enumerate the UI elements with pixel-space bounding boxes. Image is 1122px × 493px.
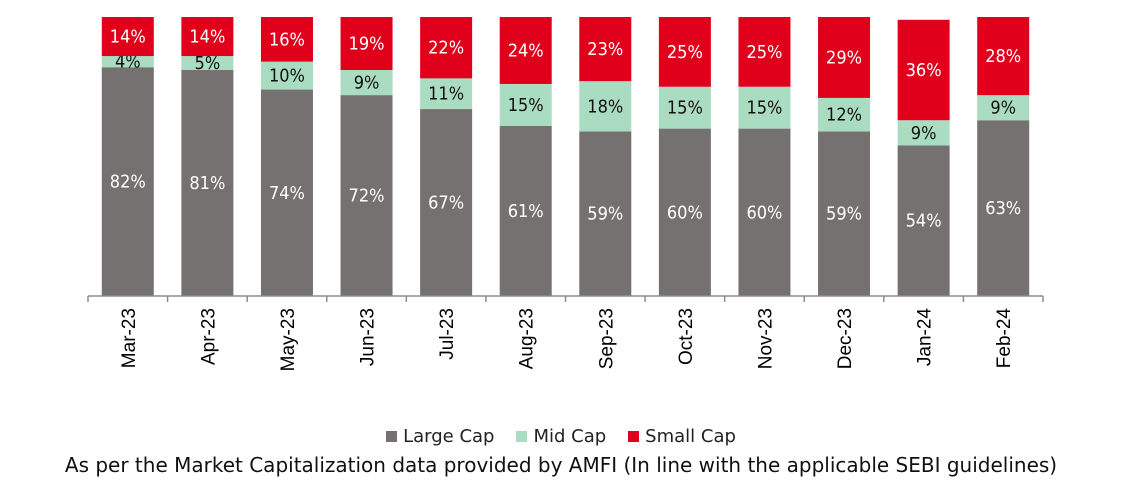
legend-label-small-cap: Small Cap (645, 425, 736, 447)
bar-large-cap (181, 70, 234, 296)
data-label-mid-cap: 5% (195, 53, 221, 74)
bar-large-cap (260, 89, 313, 296)
chart-legend: Large Cap Mid Cap Small Cap (0, 423, 1122, 449)
bar-small-cap (340, 17, 393, 71)
bar-mid-cap (579, 81, 632, 132)
footnote: As per the Market Capitalization data pr… (64, 453, 1058, 477)
data-label-small-cap: 36% (906, 60, 942, 81)
bar-mid-cap (658, 86, 711, 129)
data-label-small-cap: 14% (189, 27, 225, 48)
bar-mid-cap (499, 83, 552, 126)
bar-large-cap (499, 125, 552, 296)
data-label-mid-cap: 12% (826, 105, 862, 126)
x-tick-label: Jul-23 (437, 308, 458, 360)
bar-mid-cap (977, 95, 1030, 121)
data-label-mid-cap: 9% (354, 73, 380, 94)
data-label-mid-cap: 10% (269, 66, 305, 87)
data-label-small-cap: 22% (428, 38, 464, 59)
x-tick-label: Jun-23 (358, 308, 379, 366)
bar-small-cap (658, 17, 711, 87)
bar-large-cap (818, 131, 871, 296)
bar-mid-cap (260, 61, 313, 90)
data-label-small-cap: 25% (667, 42, 703, 63)
data-label-large-cap: 63% (985, 198, 1021, 219)
stacked-bar-chart: 82% 4% 14% Mar-23 81% 5% 14% Apr-23 74% 10% 16% May… (87, 17, 1044, 371)
data-label-mid-cap: 15% (667, 98, 703, 119)
bar-small-cap (420, 17, 473, 79)
legend-item-small-cap: Small Cap (628, 426, 736, 447)
bar-mid-cap (897, 120, 950, 146)
data-label-small-cap: 23% (587, 39, 623, 60)
data-label-large-cap: 81% (189, 173, 225, 194)
data-label-large-cap: 61% (508, 201, 544, 222)
data-label-mid-cap: 9% (990, 98, 1016, 119)
bar-small-cap (181, 17, 234, 57)
data-label-small-cap: 28% (985, 46, 1021, 67)
data-label-mid-cap: 11% (428, 84, 464, 105)
bar-large-cap (420, 109, 473, 296)
bar-small-cap (897, 19, 950, 121)
bar-large-cap (579, 131, 632, 296)
bar-mid-cap (340, 70, 393, 96)
data-label-small-cap: 19% (349, 34, 385, 55)
data-label-large-cap: 72% (349, 186, 385, 207)
x-tick-label: Feb-24 (994, 308, 1015, 369)
bar-small-cap (260, 17, 313, 62)
data-label-mid-cap: 9% (911, 123, 937, 144)
bar-small-cap (738, 17, 791, 87)
bar-mid-cap (420, 78, 473, 110)
bar-mid-cap (818, 97, 871, 132)
data-label-large-cap: 67% (428, 193, 464, 214)
legend-swatch-mid-cap (516, 430, 528, 442)
bar-small-cap (818, 17, 871, 98)
data-label-large-cap: 59% (826, 204, 862, 225)
data-label-large-cap: 74% (269, 183, 305, 204)
data-label-large-cap: 60% (667, 202, 703, 223)
data-label-small-cap: 14% (110, 27, 146, 48)
legend-label-large-cap: Large Cap (403, 425, 495, 447)
bar-large-cap (738, 128, 791, 296)
data-label-mid-cap: 4% (115, 52, 141, 73)
x-tick-label: Nov-23 (755, 308, 776, 369)
legend-label-mid-cap: Mid Cap (533, 425, 607, 447)
bar-mid-cap (181, 56, 234, 71)
legend-swatch-small-cap (628, 430, 640, 442)
data-label-small-cap: 29% (826, 47, 862, 68)
data-label-mid-cap: 18% (587, 96, 623, 117)
x-tick-label: Aug-23 (517, 308, 538, 369)
legend-item-mid-cap: Mid Cap (516, 426, 606, 447)
data-label-large-cap: 60% (746, 202, 782, 223)
x-tick-label: May-23 (278, 308, 299, 371)
bar-small-cap (579, 17, 632, 82)
bar-small-cap (499, 17, 552, 84)
bar-large-cap (897, 145, 950, 296)
x-tick-label: Mar-23 (119, 308, 140, 368)
bar-mid-cap (101, 56, 154, 68)
bar-large-cap (658, 128, 711, 296)
bar-small-cap (101, 17, 154, 57)
x-tick-label: Jan-24 (915, 308, 936, 367)
data-label-mid-cap: 15% (508, 95, 544, 116)
bar-large-cap (977, 120, 1030, 296)
data-label-mid-cap: 15% (746, 98, 782, 119)
data-label-small-cap: 25% (746, 42, 782, 63)
x-tick-label: Dec-23 (835, 308, 856, 369)
x-tick-label: Apr-23 (198, 308, 219, 365)
x-tick-label: Sep-23 (596, 308, 617, 369)
bar-large-cap (340, 95, 393, 297)
bar-mid-cap (738, 86, 791, 129)
data-label-large-cap: 59% (587, 204, 623, 225)
data-label-large-cap: 54% (906, 211, 942, 232)
data-label-large-cap: 82% (110, 172, 146, 193)
legend-swatch-large-cap (386, 430, 398, 442)
x-tick-label: Oct-23 (676, 308, 697, 365)
bar-large-cap (101, 67, 154, 296)
legend-item-large-cap: Large Cap (386, 426, 494, 447)
data-label-small-cap: 16% (269, 29, 305, 50)
bar-small-cap (977, 17, 1030, 96)
data-label-small-cap: 24% (508, 40, 544, 61)
